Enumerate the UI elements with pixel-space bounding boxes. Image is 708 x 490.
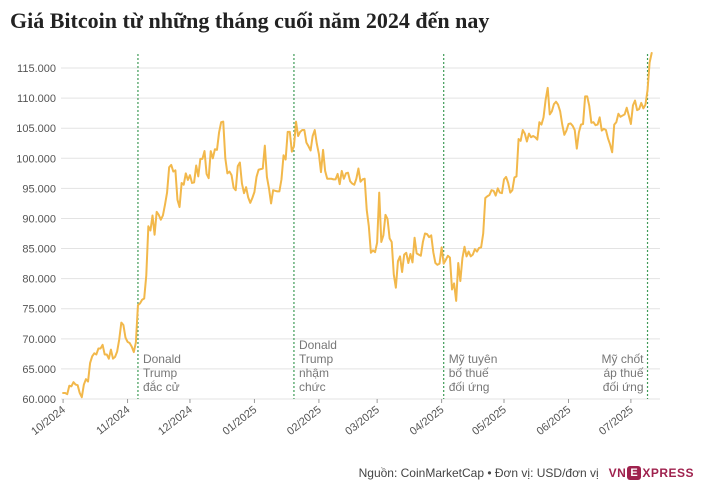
y-tick-label: 105.000 <box>16 123 56 135</box>
event-annotation: Donald <box>143 352 181 366</box>
y-tick-label: 65.000 <box>22 364 56 376</box>
x-tick-label: 04/2025 <box>408 404 447 438</box>
x-tick-label: 05/2025 <box>470 404 509 438</box>
y-tick-label: 100.000 <box>16 153 56 165</box>
y-tick-label: 115.000 <box>17 63 56 75</box>
y-tick-label: 110.000 <box>17 93 56 105</box>
vnexpress-logo: VN E XPRESS <box>608 466 694 480</box>
x-tick-label: 02/2025 <box>285 404 324 438</box>
event-annotation: Donald <box>299 338 337 352</box>
event-annotation: áp thuế <box>603 366 643 380</box>
y-axis-ticks: 60.000 65.000 70.000 75.000 80.000 85.000 90.0… <box>16 63 56 406</box>
event-annotation: Trump <box>299 352 334 366</box>
source-note: Nguồn: CoinMarketCap • Đơn vị: USD/đơn v… <box>358 466 599 480</box>
y-tick-label: 60.000 <box>22 394 56 406</box>
event-annotation: đối ứng <box>603 380 644 394</box>
y-tick-label: 85.000 <box>22 244 56 256</box>
x-tick-label: 01/2025 <box>221 404 260 438</box>
event-annotation: nhậm <box>299 366 329 380</box>
event-annotation: Mỹ tuyên <box>449 352 498 366</box>
event-annotation: chức <box>299 380 326 394</box>
y-tick-label: 80.000 <box>22 274 56 286</box>
event-annotation: Trump <box>143 366 178 380</box>
y-tick-label: 90.000 <box>22 213 56 225</box>
x-tick-label: 03/2025 <box>343 404 382 438</box>
grid-lines <box>61 67 660 400</box>
y-tick-label: 75.000 <box>22 304 56 316</box>
x-tick-label: 06/2025 <box>535 404 574 438</box>
x-tick-label: 12/2024 <box>156 404 195 438</box>
x-tick-label: 11/2024 <box>94 404 132 437</box>
chart-title: Giá Bitcoin từ những tháng cuối năm 2024… <box>10 8 490 33</box>
event-annotation: đắc cử <box>143 379 180 394</box>
chart-footer: Nguồn: CoinMarketCap • Đơn vị: USD/đơn v… <box>359 466 694 480</box>
x-axis-ticks: 10/2024 11/2024 12/2024 01/2025 02/2025 03/20… <box>29 399 636 438</box>
event-annotation: đối ứng <box>449 380 490 394</box>
y-tick-label: 95.000 <box>22 183 56 195</box>
event-annotation: bố thuế <box>449 366 489 380</box>
price-line <box>62 51 653 399</box>
x-tick-label: 07/2025 <box>597 404 636 438</box>
y-tick-label: 70.000 <box>22 334 56 346</box>
x-tick-label: 10/2024 <box>29 404 68 438</box>
price-series <box>62 51 653 399</box>
event-annotation: Mỹ chốt <box>602 352 645 366</box>
